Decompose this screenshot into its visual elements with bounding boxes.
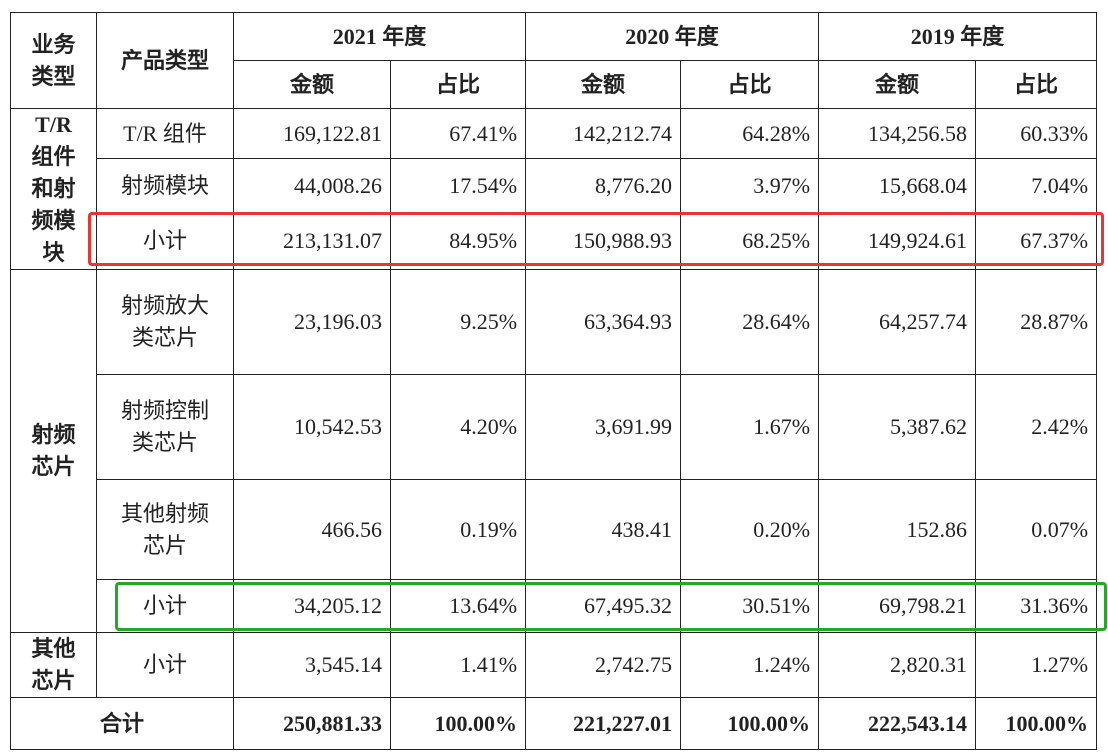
share: 0.20% bbox=[680, 479, 820, 580]
amount: 5,387.62 bbox=[818, 374, 977, 480]
share: 60.33% bbox=[975, 107, 1098, 160]
share: 30.51% bbox=[680, 579, 820, 633]
amount: 149,924.61 bbox=[818, 212, 977, 271]
share: 3.97% bbox=[680, 158, 820, 214]
share: 7.04% bbox=[975, 158, 1098, 214]
sub-header: 金额 bbox=[818, 60, 977, 109]
business-type: 射频 芯片 bbox=[10, 269, 97, 633]
product-type: T/R 组件 bbox=[96, 107, 234, 160]
table-row: T/R 组件 和射 频模 块 T/R 组件 169,122.81 67.41% 142,… bbox=[10, 107, 1098, 270]
share: 0.19% bbox=[389, 479, 527, 580]
sub-header: 占比 bbox=[389, 60, 527, 109]
product-type: 射频模块 bbox=[96, 158, 234, 214]
amount: 44,008.26 bbox=[233, 158, 391, 214]
amount: 8,776.20 bbox=[525, 158, 682, 214]
amount: 466.56 bbox=[233, 479, 391, 580]
amount: 67,495.32 bbox=[525, 579, 682, 633]
share: 64.28% bbox=[680, 107, 820, 160]
amount: 213,131.07 bbox=[233, 212, 391, 271]
amount: 438.41 bbox=[525, 479, 682, 580]
table-row: 射频模块 44,008.26 17.54% 8,776.20 3.97% 15,668.0… bbox=[11, 158, 1098, 214]
business-type: T/R 组件 和射 频模 块 bbox=[10, 108, 97, 270]
share: 4.20% bbox=[389, 374, 527, 480]
share: 84.95% bbox=[389, 212, 527, 271]
share: 2.42% bbox=[975, 374, 1098, 480]
total-value: 221,227.01 bbox=[525, 697, 682, 750]
product-type: 其他射频 芯片 bbox=[96, 479, 234, 580]
share: 0.07% bbox=[975, 479, 1098, 580]
amount: 63,364.93 bbox=[525, 269, 682, 375]
amount: 2,742.75 bbox=[525, 632, 682, 698]
amount: 134,256.58 bbox=[818, 107, 977, 160]
total-value: 250,881.33 bbox=[233, 697, 391, 750]
sub-header: 金额 bbox=[233, 60, 391, 109]
amount: 15,668.04 bbox=[818, 158, 977, 214]
share: 1.41% bbox=[389, 632, 527, 698]
product-type: 小计 bbox=[96, 632, 234, 698]
table-row: 其他 芯片 小计 3,545.14 1.41% 2,742.75 1.24% 2,820.3… bbox=[10, 632, 1098, 698]
share: 67.41% bbox=[389, 107, 527, 160]
product-type: 小计 bbox=[96, 212, 234, 271]
amount: 2,820.31 bbox=[818, 632, 977, 698]
amount: 169,122.81 bbox=[233, 107, 391, 160]
amount: 64,257.74 bbox=[818, 269, 977, 375]
share: 68.25% bbox=[680, 212, 820, 271]
table-row: 小计 34,205.12 13.64% 67,495.32 30.51% 69,798.2… bbox=[11, 579, 1098, 633]
business-type-header: 业务 类型 bbox=[10, 12, 97, 109]
share: 28.64% bbox=[680, 269, 820, 375]
amount: 23,196.03 bbox=[233, 269, 391, 375]
sub-header: 金额 bbox=[525, 60, 682, 109]
year-header: 2020 年度 bbox=[525, 12, 820, 61]
share: 17.54% bbox=[389, 158, 527, 214]
amount: 3,691.99 bbox=[525, 374, 682, 480]
amount: 3,545.14 bbox=[233, 632, 391, 698]
table-row: 射频控制 类芯片 10,542.53 4.20% 3,691.99 1.67% 5,387… bbox=[11, 374, 1098, 480]
amount: 150,988.93 bbox=[525, 212, 682, 271]
table-row: 小计 213,131.07 84.95% 150,988.93 68.25% 149,92… bbox=[11, 212, 1098, 271]
share: 28.87% bbox=[975, 269, 1098, 375]
table-row: 射频 芯片 射频放大 类芯片 23,196.03 9.25% 63,364.93 28.6… bbox=[10, 269, 1098, 633]
share: 1.67% bbox=[680, 374, 820, 480]
amount: 152.86 bbox=[818, 479, 977, 580]
table-row: 合计 250,881.33 100.00% 221,227.01 100.00% 222,… bbox=[10, 697, 1098, 750]
share: 1.27% bbox=[975, 632, 1098, 698]
total-value: 100.00% bbox=[975, 697, 1098, 750]
product-type-header: 产品类型 bbox=[96, 12, 234, 109]
total-value: 222,543.14 bbox=[818, 697, 977, 750]
business-type: 其他 芯片 bbox=[10, 632, 97, 698]
table-row: 业务 类型 产品类型 2021 年度 2020 年度 2019 年度 bbox=[10, 12, 1098, 109]
total-value: 100.00% bbox=[680, 697, 820, 750]
table-row: 其他射频 芯片 466.56 0.19% 438.41 0.20% 152.86 0.07% bbox=[11, 479, 1098, 580]
revenue-table: 业务 类型 产品类型 2021 年度 2020 年度 2019 年度 金额 占比 金额 占比 金额… bbox=[10, 12, 1098, 750]
amount: 142,212.74 bbox=[525, 107, 682, 160]
total-label: 合计 bbox=[10, 697, 234, 750]
share: 67.37% bbox=[975, 212, 1098, 271]
amount: 10,542.53 bbox=[233, 374, 391, 480]
total-value: 100.00% bbox=[389, 697, 527, 750]
year-header: 2019 年度 bbox=[818, 12, 1098, 61]
share: 9.25% bbox=[389, 269, 527, 375]
product-type: 射频控制 类芯片 bbox=[96, 374, 234, 480]
sub-header: 占比 bbox=[680, 60, 820, 109]
share: 31.36% bbox=[975, 579, 1098, 633]
green-highlight bbox=[115, 582, 1107, 631]
product-type: 小计 bbox=[96, 579, 234, 633]
share: 1.24% bbox=[680, 632, 820, 698]
product-type: 射频放大 类芯片 bbox=[96, 269, 234, 375]
red-highlight bbox=[88, 212, 1104, 266]
sub-header: 占比 bbox=[975, 60, 1098, 109]
year-header: 2021 年度 bbox=[232, 12, 527, 61]
